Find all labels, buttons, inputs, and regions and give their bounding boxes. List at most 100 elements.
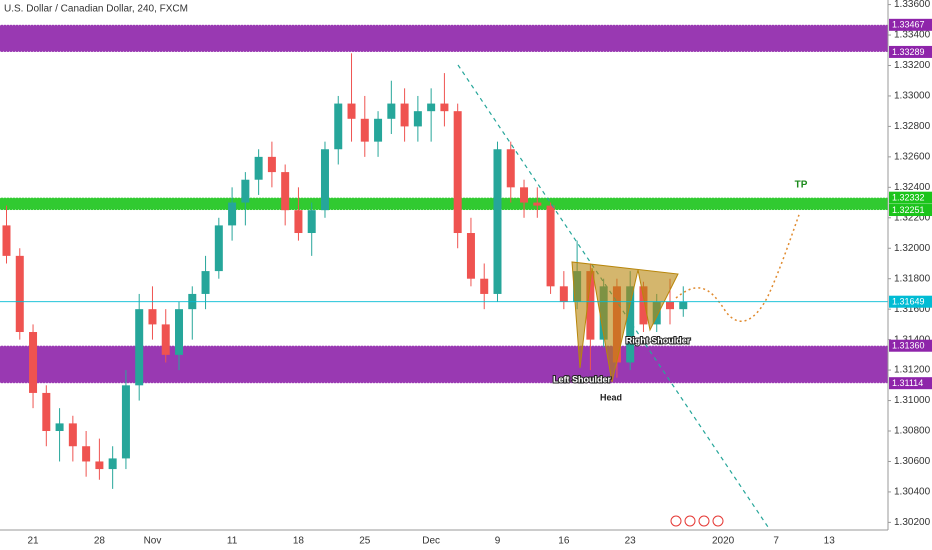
icon[interactable] <box>684 515 696 527</box>
y-tick-label: 1.32400 <box>894 182 931 193</box>
y-tick-label: 1.33400 <box>894 30 931 41</box>
candle-body <box>241 179 250 203</box>
candle-body <box>42 392 51 432</box>
candle-body <box>95 461 104 470</box>
candle-body <box>679 301 688 310</box>
y-tick-label: 1.31000 <box>894 395 931 406</box>
candle-body <box>15 255 24 333</box>
x-tick-label: 2020 <box>712 536 735 547</box>
x-tick-label: 11 <box>227 536 238 547</box>
candle-body <box>2 225 11 256</box>
price-badge-label: 1.33467 <box>892 20 925 30</box>
candle-body <box>546 205 555 287</box>
x-tick-label: 16 <box>558 536 570 547</box>
y-tick-label: 1.32800 <box>894 121 931 132</box>
candle-body <box>68 423 77 447</box>
price-badge <box>889 377 932 390</box>
candle-body <box>281 172 290 211</box>
candle-body <box>533 202 542 206</box>
x-tick-label: 23 <box>625 536 637 547</box>
candle-body <box>626 286 635 363</box>
candle-body <box>506 149 515 188</box>
y-tick-label: 1.30200 <box>894 517 931 528</box>
candle-body <box>135 309 144 386</box>
price-badge <box>889 45 932 58</box>
icon[interactable] <box>670 515 682 527</box>
price-badge-label: 1.31360 <box>892 341 925 351</box>
chart-title: U.S. Dollar / Canadian Dollar, 240, FXCM <box>4 4 188 15</box>
candle-body <box>413 111 422 127</box>
candle-body <box>427 103 436 112</box>
y-tick-label: 1.32600 <box>894 152 931 163</box>
candle-body <box>387 103 396 119</box>
candle-body <box>639 286 648 325</box>
x-tick-label: 9 <box>495 536 501 547</box>
y-tick-label: 1.33000 <box>894 91 931 102</box>
trend-line <box>457 64 771 531</box>
y-tick-label: 1.33600 <box>894 0 931 10</box>
zones <box>0 24 888 384</box>
x-tick-label: 18 <box>293 536 305 547</box>
candle-body <box>559 286 568 302</box>
candle-body <box>466 233 475 279</box>
candle-body <box>493 149 502 294</box>
title-bg <box>0 0 160 16</box>
price-badge <box>889 204 932 217</box>
zone <box>0 24 888 52</box>
annotation: Right Shoulder <box>626 335 691 345</box>
x-tick-label: 7 <box>773 536 779 547</box>
price-badge-label: 1.31649 <box>892 297 925 307</box>
y-tick-label: 1.31200 <box>894 365 931 376</box>
y-tick-label: 1.30400 <box>894 487 931 498</box>
candle-body <box>480 278 489 294</box>
icon[interactable] <box>698 515 710 527</box>
price-badge-label: 1.32251 <box>892 205 925 215</box>
x-tick-label: 13 <box>824 536 836 547</box>
y-tick-label: 1.32200 <box>894 212 931 223</box>
candle-body <box>307 210 316 234</box>
pattern-shape <box>571 261 679 383</box>
x-tick-label: Nov <box>144 536 162 547</box>
candle-body <box>55 423 64 432</box>
candle-body <box>334 103 343 150</box>
candle-body <box>440 103 449 112</box>
candle-body <box>586 271 595 340</box>
y-tick-label: 1.32000 <box>894 243 931 254</box>
zone <box>0 345 888 384</box>
candle-body <box>228 202 237 226</box>
projection-path <box>675 211 801 322</box>
zone <box>0 197 888 211</box>
price-badge <box>889 18 932 31</box>
candle-body <box>148 309 157 325</box>
candle-body <box>201 271 210 294</box>
candle-body <box>29 332 38 393</box>
candle-body <box>121 385 130 459</box>
annotation: Left Shoulder <box>553 374 611 384</box>
candle-body <box>347 103 356 119</box>
candle-body <box>214 225 223 272</box>
y-tick-label: 1.30800 <box>894 426 931 437</box>
candle-body <box>374 118 383 142</box>
annotation: TP <box>795 180 808 191</box>
x-tick-label: 28 <box>94 536 106 547</box>
candle-body <box>400 103 409 127</box>
y-tick-label: 1.30600 <box>894 456 931 467</box>
toolbar-icons <box>670 515 724 527</box>
y-tick-label: 1.31800 <box>894 273 931 284</box>
candle-body <box>320 149 329 211</box>
candle-body <box>360 118 369 142</box>
candle-body <box>666 301 674 310</box>
candle-body <box>175 309 184 355</box>
candle-body <box>82 446 91 462</box>
price-badge <box>889 295 932 308</box>
candle-body <box>161 324 170 355</box>
candle-body <box>267 156 276 173</box>
price-badge <box>889 339 932 352</box>
candle-body <box>108 458 117 470</box>
x-tick-label: 25 <box>359 536 371 547</box>
icon[interactable] <box>712 515 724 527</box>
price-badge-label: 1.32332 <box>892 193 925 203</box>
